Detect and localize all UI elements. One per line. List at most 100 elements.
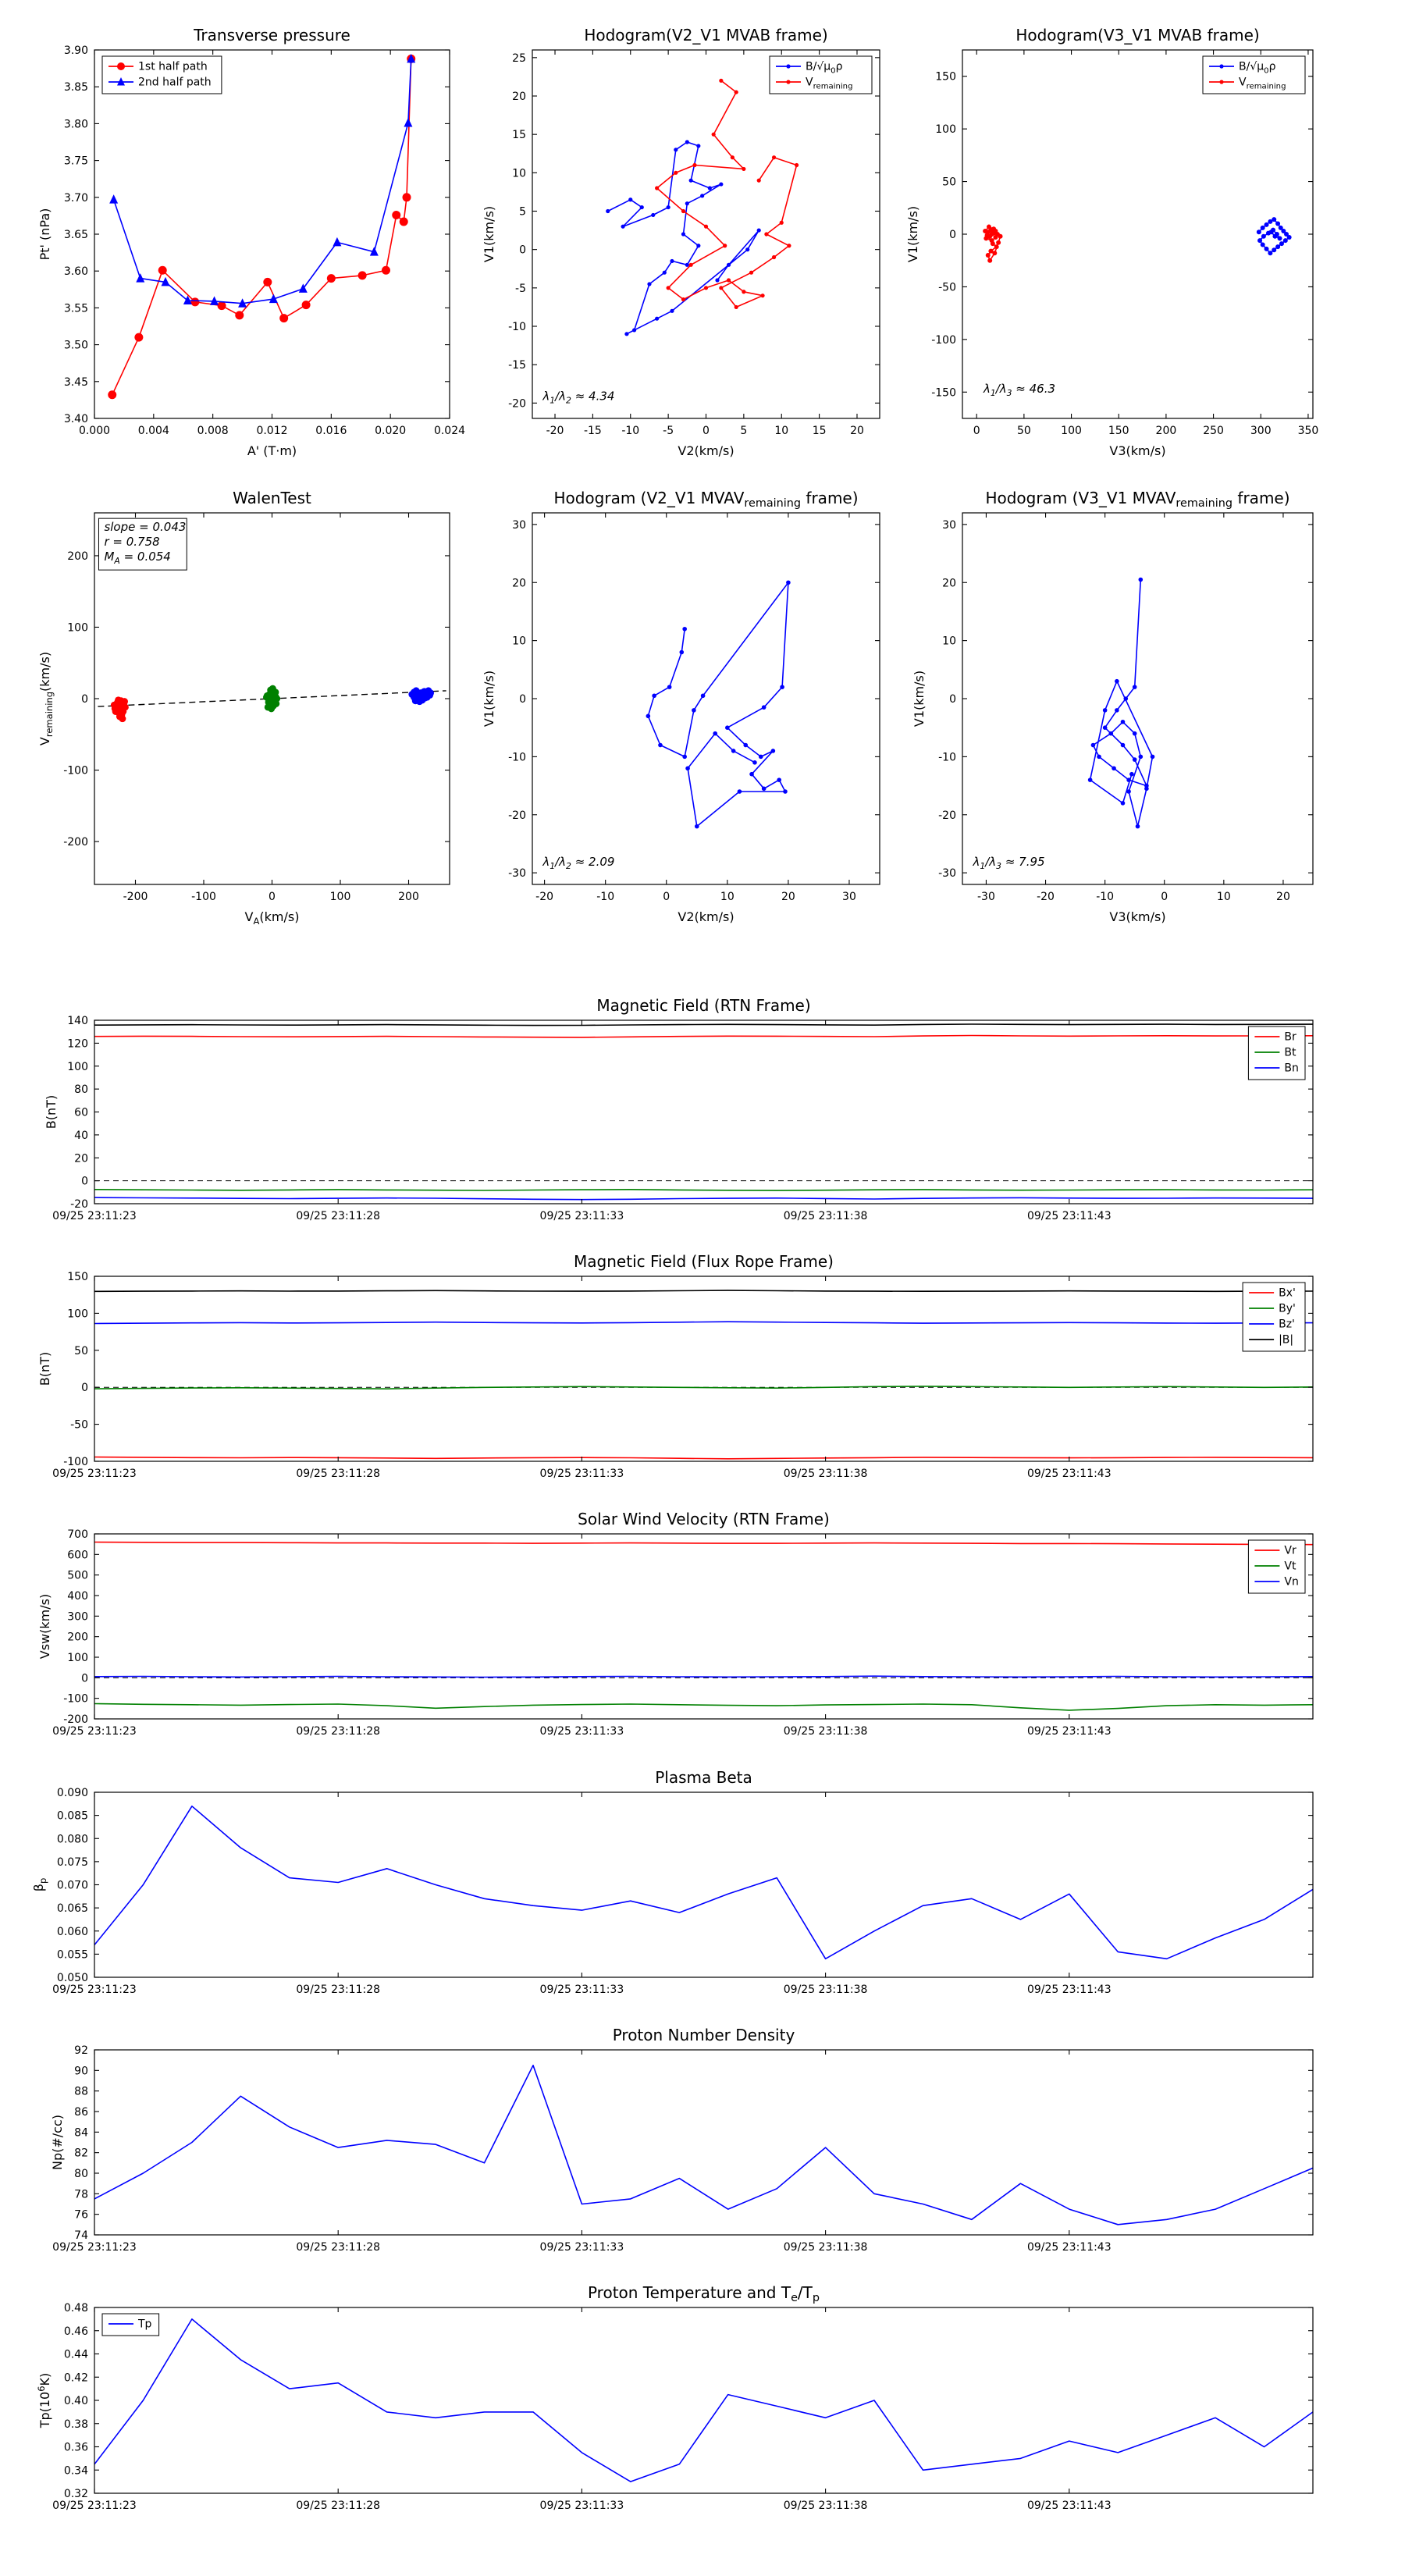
y-axis: -200 -100 0 100 200 300 400 500 600 700 [63,1528,1313,1726]
marker-dot [158,265,167,275]
series-Bz-prime [94,1321,1314,1325]
marker-dot [711,132,716,137]
marker-dot [110,701,118,709]
series-Vt [94,1703,1314,1711]
marker-dot [734,90,738,94]
x-tick-label: 50 [1017,425,1031,437]
y-tick-label: 0.080 [57,1833,88,1845]
series-Vn [94,1675,1314,1678]
y-tick-label: 100 [67,621,88,634]
marker-dot [1282,238,1288,244]
marker-dot [326,274,336,283]
marker-dot [1129,771,1134,777]
x-axis-label: V2(km/s) [678,443,734,458]
marker-dot [1138,577,1144,582]
y-tick-label: 84 [74,2126,88,2139]
marker-dot [1219,64,1224,69]
y-tick-label: -100 [63,765,88,777]
marker-dot [779,220,784,225]
marker-dot [631,328,637,333]
x-tick-label: 350 [1298,425,1319,437]
x-axis-label: V3(km/s) [1109,909,1165,924]
legend-label: 1st half path [138,61,208,73]
svg-text:MA = 0.054: MA = 0.054 [104,550,170,566]
marker-dot [666,286,670,290]
marker-dot [1120,742,1126,748]
y-tick-label: 100 [935,123,956,136]
y-tick-label: 80 [74,1083,88,1096]
x-tick-label: 09/25 23:11:43 [1027,1725,1112,1738]
y-tick-label: 200 [67,550,88,563]
y-tick-label: 0.050 [57,1972,88,1984]
y-tick-label: 0.075 [57,1856,88,1869]
marker-dot [1268,219,1273,224]
marker-dot [787,244,791,248]
marker-dot [993,228,998,233]
series-group [94,2318,1314,2482]
marker-dot [758,754,763,760]
y-tick-label: 0.070 [57,1880,88,1892]
y-tick-label: 0 [519,244,526,257]
marker-triangle [269,294,278,304]
marker-triangle [117,77,125,86]
y-tick-label: 140 [67,1015,88,1027]
x-tick-label: -10 [596,891,614,903]
marker-dot [1132,757,1137,762]
marker-dot [1126,789,1131,794]
y-tick-label: -30 [508,867,526,880]
y-axis: 74 76 78 80 82 84 86 88 90 92 [74,2044,1313,2242]
annotation: λ1/λ3 ≈ 7.95 [972,855,1044,871]
axes-frame [532,49,880,419]
axes-frame [962,512,1314,885]
y-axis-label: V1(km/s) [482,206,496,262]
y-axis-label: V1(km/s) [482,671,496,727]
x-axis-label: V2(km/s) [678,909,734,924]
y-tick-label: -20 [70,1198,88,1211]
marker-dot [990,241,995,247]
marker-dot [115,696,123,704]
annotation: λ1/λ2 ≈ 2.09 [542,855,614,871]
y-tick-label: 0.065 [57,1902,88,1915]
x-axis: -30 -20 -10 0 10 20 [977,513,1290,903]
y-axis-label: Np(#/cc) [50,2115,65,2170]
y-tick-label: 120 [67,1037,88,1050]
x-tick-label: 09/25 23:11:33 [540,2500,624,2512]
y-tick-label: 3.75 [64,155,88,168]
legend: Vr Vt Vn [1247,1539,1306,1594]
svg-text:λ1/λ3 ≈ 46.3: λ1/λ3 ≈ 46.3 [983,382,1055,398]
x-tick-label: 09/25 23:11:23 [52,1468,137,1480]
marker-dot [696,244,701,248]
annotation: λ1/λ2 ≈ 4.34 [542,389,614,405]
y-axis-label: Tp(106K) [36,2373,52,2429]
legend-label: B/√μ0ρ [806,61,843,76]
marker-dot [121,698,128,706]
y-axis: 3.40 3.45 3.50 3.55 3.60 3.65 3.70 3.75 3.80 3.85… [64,44,450,425]
legend-label: Tp [137,2318,152,2331]
x-axis: -200 -100 0 100 200 [123,513,419,903]
y-tick-label: -10 [508,751,526,763]
x-tick-label: 09/25 23:11:33 [540,1210,624,1222]
x-tick-label: 100 [330,891,351,903]
legend: Bx' By' Bz' |B| [1242,1282,1306,1352]
marker-dot [1272,233,1278,239]
axes-frame [94,49,450,419]
y-tick-label: -150 [931,386,956,399]
annotation: λ1/λ3 ≈ 46.3 [983,382,1055,398]
series-Br [94,1034,1314,1038]
x-axis: 09/25 23:11:23 09/25 23:11:28 09/25 23:11:… [52,1020,1112,1222]
y-tick-label: 60 [74,1107,88,1119]
legend-box [101,55,222,94]
y-tick-label: -200 [63,1713,88,1726]
x-tick-label: -30 [977,891,995,903]
x-tick-label: 09/25 23:11:28 [296,2500,380,2512]
marker-dot [685,262,689,267]
legend-label: 2nd half path [138,76,212,89]
x-tick-label: 0.012 [256,425,287,437]
y-tick-label: 0.40 [64,2395,88,2407]
x-axis-label: A' (T·m) [247,443,297,458]
series-2nd-half-path [112,59,412,304]
marker-dot [421,688,429,696]
marker-dot [688,178,693,183]
marker-dot [1087,777,1093,782]
